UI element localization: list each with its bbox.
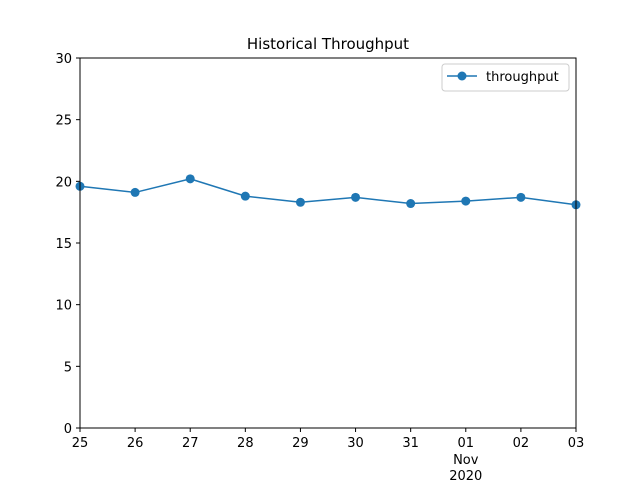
y-tick-label: 30 — [55, 52, 72, 67]
x-tick-label: 31 — [402, 436, 419, 451]
data-point — [406, 199, 416, 209]
x-tick-label: 26 — [127, 436, 144, 451]
data-point — [130, 187, 140, 197]
x-tick-label: 02 — [513, 436, 530, 451]
x-tick-label: 01 — [458, 436, 475, 451]
y-tick-label: 20 — [55, 175, 72, 190]
legend: throughput — [441, 63, 570, 92]
y-tick-label: 25 — [55, 114, 72, 129]
y-tick-label: 15 — [55, 237, 72, 252]
x-year-label: 2020 — [449, 469, 482, 480]
data-point — [240, 191, 250, 201]
legend-label: throughput — [486, 70, 559, 85]
data-point — [185, 174, 195, 184]
data-point — [351, 192, 361, 202]
chart-title: Historical Throughput — [247, 35, 409, 53]
x-tick-label: 28 — [237, 436, 254, 451]
x-tick-label: 27 — [182, 436, 199, 451]
x-tick-label: 25 — [72, 436, 89, 451]
x-month-label: Nov — [453, 453, 479, 468]
legend-box — [441, 63, 570, 92]
y-tick-label: 5 — [64, 360, 72, 375]
data-point — [295, 197, 305, 207]
series-layer — [75, 174, 581, 210]
x-tick-label: 30 — [347, 436, 364, 451]
legend-marker — [457, 71, 467, 81]
series-line-throughput — [79, 178, 577, 206]
data-point — [516, 192, 526, 202]
data-point — [461, 196, 471, 206]
x-tick-label: 29 — [292, 436, 309, 451]
x-tick-label: 03 — [568, 436, 585, 451]
plot-frame — [79, 57, 577, 429]
y-axis: 0 5 10 15 20 25 30 — [55, 52, 80, 437]
y-tick-label: 10 — [55, 299, 72, 314]
y-tick-label: 0 — [64, 422, 72, 437]
